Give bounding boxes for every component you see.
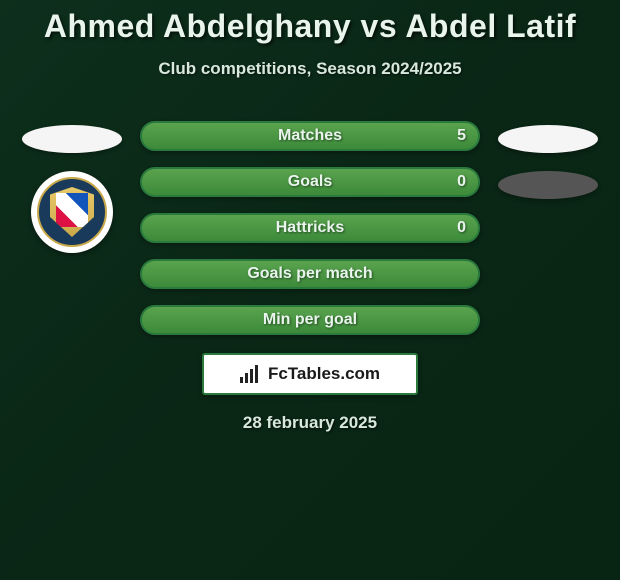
right-column <box>498 121 598 199</box>
infographic-container: Ahmed Abdelghany vs Abdel Latif Club com… <box>0 0 620 433</box>
brand-box: FcTables.com <box>202 353 418 395</box>
stat-row-min-per-goal: Min per goal <box>140 305 480 335</box>
player-right-placeholder <box>498 125 598 153</box>
subtitle: Club competitions, Season 2024/2025 <box>0 59 620 79</box>
stat-row-goals-per-match: Goals per match <box>140 259 480 289</box>
stat-label: Matches <box>278 127 342 145</box>
bars-icon <box>240 365 262 383</box>
left-column <box>22 121 122 253</box>
stat-row-matches: Matches 5 <box>140 121 480 151</box>
stat-value-right: 0 <box>457 173 466 191</box>
stat-label: Hattricks <box>276 219 344 237</box>
stat-value-right: 5 <box>457 127 466 145</box>
stat-label: Goals per match <box>247 265 372 283</box>
player-left-placeholder <box>22 125 122 153</box>
page-title: Ahmed Abdelghany vs Abdel Latif <box>0 8 620 45</box>
brand-text: FcTables.com <box>268 364 380 384</box>
stat-label: Goals <box>288 173 332 191</box>
date-label: 28 february 2025 <box>243 413 377 433</box>
stat-row-hattricks: Hattricks 0 <box>140 213 480 243</box>
shield-icon <box>50 187 94 237</box>
club-badge-left <box>31 171 113 253</box>
club-right-placeholder <box>498 171 598 199</box>
stats-column: Matches 5 Goals 0 Hattricks 0 Goals per … <box>140 121 480 335</box>
stat-row-goals: Goals 0 <box>140 167 480 197</box>
stat-label: Min per goal <box>263 311 357 329</box>
footer: FcTables.com 28 february 2025 <box>0 353 620 433</box>
club-badge-inner <box>37 177 107 247</box>
main-row: Matches 5 Goals 0 Hattricks 0 Goals per … <box>0 121 620 335</box>
stat-value-right: 0 <box>457 219 466 237</box>
